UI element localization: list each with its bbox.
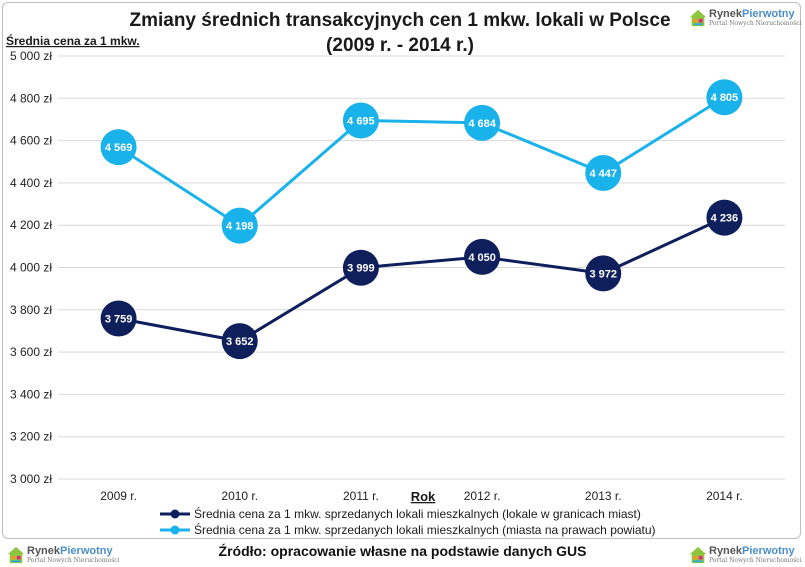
legend: Średnia cena za 1 mkw. sprzedanych lokal… bbox=[160, 506, 656, 537]
series-line bbox=[117, 95, 726, 228]
x-axis-label: Rok bbox=[411, 489, 436, 504]
x-tick-label: 2011 r. bbox=[343, 489, 379, 503]
logo-subtitle: Portal Nowych Nieruchomości bbox=[27, 557, 120, 564]
logo-brand-a: Rynek bbox=[709, 545, 743, 557]
data-point bbox=[342, 249, 379, 286]
legend-marker bbox=[170, 509, 180, 519]
series-line bbox=[118, 216, 726, 343]
data-point bbox=[464, 104, 501, 141]
y-tick-label: 4 800 zł bbox=[10, 91, 52, 105]
gridlines bbox=[58, 55, 785, 480]
data-point bbox=[706, 79, 743, 116]
x-tick-label: 2010 r. bbox=[221, 489, 258, 503]
x-tick-label: 2012 r. bbox=[464, 489, 501, 503]
data-label: 3 972 bbox=[589, 268, 617, 280]
y-tick-label: 3 600 zł bbox=[10, 345, 52, 359]
data-point bbox=[100, 300, 137, 337]
data-point bbox=[221, 323, 258, 360]
logo-brand-b: Pierwotny bbox=[742, 545, 795, 557]
house-logo-icon bbox=[7, 546, 25, 564]
y-tick-label: 3 200 zł bbox=[10, 430, 52, 444]
legend-marker bbox=[170, 525, 180, 535]
y-tick-label: 3 000 zł bbox=[10, 472, 52, 486]
axes: 3 000 zł 3 200 zł 3 400 zł 3 600 zł 3 800 zł… bbox=[10, 49, 743, 503]
house-logo-icon bbox=[689, 546, 707, 564]
data-label: 4 569 bbox=[105, 142, 133, 154]
logo-subtitle: Portal Nowych Nieruchomości bbox=[709, 557, 802, 564]
y-tick-label: 4 000 zł bbox=[10, 261, 52, 275]
data-label: 4 695 bbox=[347, 116, 375, 128]
y-tick-label: 3 800 zł bbox=[10, 303, 52, 317]
legend-entry: Średnia cena za 1 mkw. sprzedanych lokal… bbox=[194, 522, 656, 537]
logo-subtitle: Portal Nowych Nieruchomości bbox=[709, 20, 802, 27]
data-point bbox=[706, 199, 743, 236]
data-point bbox=[464, 238, 501, 275]
data-point bbox=[585, 255, 622, 292]
legend-entry: Średnia cena za 1 mkw. sprzedanych lokal… bbox=[194, 506, 641, 521]
x-tick-label: 2014 r. bbox=[706, 489, 743, 503]
data-point bbox=[585, 154, 622, 191]
data-label: 4 684 bbox=[468, 118, 496, 130]
y-tick-label: 3 400 zł bbox=[10, 387, 52, 401]
data-label: 4 050 bbox=[468, 252, 496, 264]
data-label: 3 999 bbox=[347, 263, 375, 275]
y-tick-label: 4 400 zł bbox=[10, 176, 52, 190]
y-axis-label: Średnia cena za 1 mkw. bbox=[6, 33, 140, 48]
x-tick-label: 2013 r. bbox=[585, 489, 622, 503]
data-point bbox=[221, 207, 258, 244]
y-tick-label: 4 600 zł bbox=[10, 134, 52, 148]
data-label: 4 805 bbox=[711, 92, 739, 104]
chart-title-line-1: Zmiany średnich transakcyjnych cen 1 mkw… bbox=[129, 10, 670, 31]
logo-bottom-left: RynekPierwotny Portal Nowych Nieruchomoś… bbox=[7, 546, 120, 564]
logo-brand-a: Rynek bbox=[709, 8, 743, 20]
logo-brand-b: Pierwotny bbox=[742, 8, 795, 20]
data-label: 4 198 bbox=[226, 221, 254, 233]
data-label: 3 759 bbox=[105, 313, 133, 325]
logo-top-right: RynekPierwotny Portal Nowych Nieruchomoś… bbox=[689, 9, 802, 27]
logo-bottom-right: RynekPierwotny Portal Nowych Nieruchomoś… bbox=[689, 546, 802, 564]
series-layer: 3 759 3 652 3 999 4 050 3 972 4 236 4 569 4 198… bbox=[100, 79, 743, 360]
logo-brand-b: Pierwotny bbox=[60, 545, 113, 557]
data-label: 4 447 bbox=[589, 168, 617, 180]
data-point bbox=[342, 102, 379, 139]
y-tick-label: 4 200 zł bbox=[10, 218, 52, 232]
chart-title-line-2: (2009 r. - 2014 r.) bbox=[326, 35, 474, 56]
line-chart: 3 000 zł 3 200 zł 3 400 zł 3 600 zł 3 800 zł… bbox=[6, 10, 785, 537]
x-tick-label: 2009 r. bbox=[100, 489, 137, 503]
source-note: Źródło: opracowanie własne na podstawie … bbox=[218, 543, 587, 559]
data-label: 3 652 bbox=[226, 336, 254, 348]
chart-text: Zmiany średnich transakcyjnych cen 1 mkw… bbox=[6, 10, 671, 504]
logo-brand-a: Rynek bbox=[27, 545, 61, 557]
house-logo-icon bbox=[689, 9, 707, 27]
data-label: 4 236 bbox=[711, 213, 739, 225]
data-point bbox=[100, 129, 137, 166]
chart-frame bbox=[2, 2, 801, 539]
y-tick-label: 5 000 zł bbox=[10, 49, 52, 63]
